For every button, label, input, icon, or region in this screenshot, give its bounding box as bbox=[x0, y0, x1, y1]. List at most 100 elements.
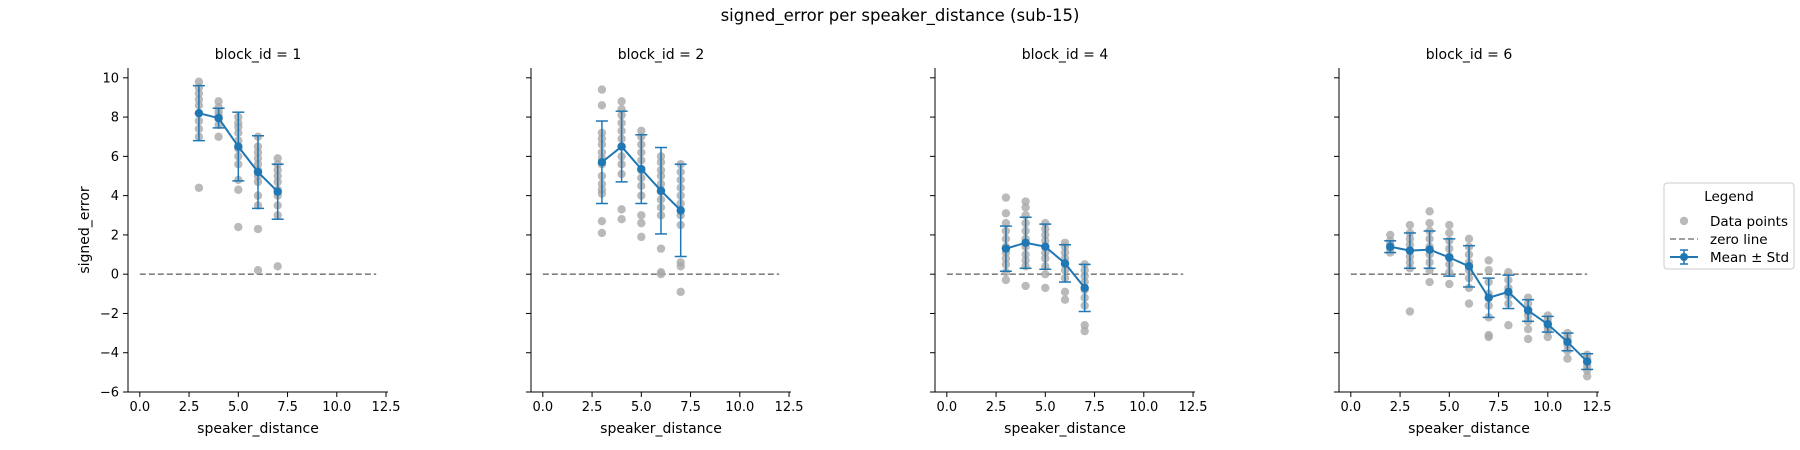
legend-title: Legend bbox=[1704, 189, 1754, 205]
data-point bbox=[1386, 230, 1395, 240]
data-point bbox=[1041, 283, 1050, 293]
mean-point bbox=[1386, 242, 1395, 251]
mean-point bbox=[1464, 262, 1474, 271]
x-tick-label: 2.5 bbox=[582, 400, 603, 415]
data-point bbox=[1425, 207, 1434, 216]
data-point bbox=[1405, 307, 1415, 316]
data-point bbox=[1080, 321, 1089, 330]
x-tick-label: 12.5 bbox=[775, 400, 804, 415]
x-tick-label: 5.0 bbox=[1035, 400, 1056, 415]
data-point bbox=[637, 126, 646, 136]
x-axis-label: speaker_distance bbox=[1004, 421, 1126, 437]
legend-entry-points: Data points bbox=[1710, 214, 1788, 230]
x-tick-label: 0.0 bbox=[1340, 400, 1361, 415]
mean-point bbox=[214, 113, 223, 123]
x-tick-label: 10.0 bbox=[322, 400, 351, 415]
mean-point bbox=[1041, 242, 1050, 251]
y-tick-label: 4 bbox=[111, 189, 119, 204]
data-point bbox=[1060, 287, 1070, 297]
data-point bbox=[1021, 281, 1030, 291]
mean-point bbox=[1405, 246, 1415, 255]
legend-marker-points bbox=[1679, 216, 1689, 226]
mean-point bbox=[1543, 320, 1552, 329]
x-tick-label: 5.0 bbox=[1439, 400, 1460, 415]
data-point bbox=[1001, 218, 1011, 228]
data-point bbox=[1484, 332, 1493, 342]
mean-point bbox=[637, 164, 646, 174]
panel-title: block_id = 1 bbox=[215, 47, 301, 63]
data-point bbox=[1041, 218, 1050, 228]
data-point bbox=[1484, 256, 1493, 265]
data-point bbox=[637, 232, 646, 242]
x-tick-label: 12.5 bbox=[1179, 400, 1208, 415]
x-tick-label: 5.0 bbox=[631, 400, 652, 415]
data-point bbox=[617, 205, 626, 214]
data-point bbox=[1080, 326, 1089, 336]
legend-entry-mean: Mean ± Std bbox=[1710, 250, 1789, 266]
legend-entry-zero: zero line bbox=[1710, 232, 1768, 248]
data-point bbox=[1445, 228, 1454, 238]
panels-layer: block_id = 1 −6 −4 −2 0 2 4 6 8 10 0.0 2.5 5.0 7.5 10.… bbox=[77, 47, 1612, 437]
data-point bbox=[597, 216, 607, 226]
mean-point bbox=[1021, 238, 1030, 247]
panel-title: block_id = 6 bbox=[1426, 47, 1513, 63]
x-tick-label: 10.0 bbox=[1533, 400, 1562, 415]
data-point bbox=[1021, 197, 1030, 206]
y-tick-label: 8 bbox=[111, 111, 119, 126]
mean-point bbox=[1563, 337, 1572, 347]
data-point bbox=[1464, 283, 1474, 293]
data-point bbox=[1523, 324, 1533, 334]
mean-point bbox=[1582, 357, 1592, 366]
mean-point bbox=[676, 206, 685, 215]
data-point bbox=[597, 101, 607, 110]
data-point bbox=[637, 211, 646, 220]
y-tick-label: 2 bbox=[111, 228, 119, 243]
mean-point bbox=[1001, 244, 1011, 253]
mean-point bbox=[1080, 283, 1089, 293]
mean-point bbox=[1060, 259, 1070, 268]
x-tick-label: 7.5 bbox=[1084, 400, 1105, 415]
mean-point bbox=[273, 187, 282, 196]
x-tick-label: 12.5 bbox=[372, 400, 401, 415]
data-point bbox=[1060, 295, 1070, 304]
x-tick-label: 0.0 bbox=[936, 400, 957, 415]
y-tick-label: 0 bbox=[111, 268, 119, 283]
data-point bbox=[273, 154, 282, 163]
panel-1: block_id = 1 −6 −4 −2 0 2 4 6 8 10 0.0 2.5 5.0 7.5 10.… bbox=[77, 47, 401, 437]
data-point bbox=[1445, 279, 1454, 289]
x-tick-label: 2.5 bbox=[179, 400, 200, 415]
x-tick-label: 2.5 bbox=[1390, 400, 1411, 415]
data-point bbox=[1582, 366, 1592, 375]
data-point bbox=[1464, 234, 1474, 244]
x-axis-label: speaker_distance bbox=[1408, 421, 1530, 437]
y-tick-label: −6 bbox=[100, 386, 119, 401]
legend-box bbox=[1663, 182, 1795, 270]
data-point bbox=[656, 244, 666, 253]
data-point bbox=[637, 218, 646, 228]
mean-point bbox=[253, 167, 263, 177]
data-point bbox=[676, 262, 685, 271]
y-tick-label: 10 bbox=[102, 71, 119, 86]
panel-title: block_id = 2 bbox=[618, 47, 704, 63]
data-point bbox=[1405, 220, 1415, 230]
data-point bbox=[1464, 299, 1474, 308]
x-tick-label: 0.0 bbox=[532, 400, 553, 415]
mean-point bbox=[234, 142, 243, 151]
x-tick-label: 10.0 bbox=[1129, 400, 1158, 415]
data-point bbox=[253, 224, 263, 234]
data-point bbox=[234, 222, 243, 232]
panel-4: block_id = 6 0.0 2.5 5.0 7.5 10.0 12.5 speaker_… bbox=[1334, 47, 1612, 437]
mean-point bbox=[656, 186, 666, 195]
x-tick-label: 5.0 bbox=[228, 400, 249, 415]
chart-title: signed_error per speaker_distance (sub-1… bbox=[721, 6, 1080, 26]
data-point bbox=[1563, 354, 1572, 363]
legend: Legend Data points zero line Mean ± Std bbox=[1663, 182, 1795, 270]
y-axis-label: signed_error bbox=[77, 186, 93, 274]
data-point bbox=[1504, 268, 1513, 277]
panel-2: block_id = 2 0.0 2.5 5.0 7.5 10.0 12.5 speaker_… bbox=[526, 47, 804, 437]
x-axis-label: speaker_distance bbox=[600, 421, 722, 437]
data-point bbox=[1001, 268, 1011, 277]
x-axis-label: speaker_distance bbox=[197, 421, 319, 437]
